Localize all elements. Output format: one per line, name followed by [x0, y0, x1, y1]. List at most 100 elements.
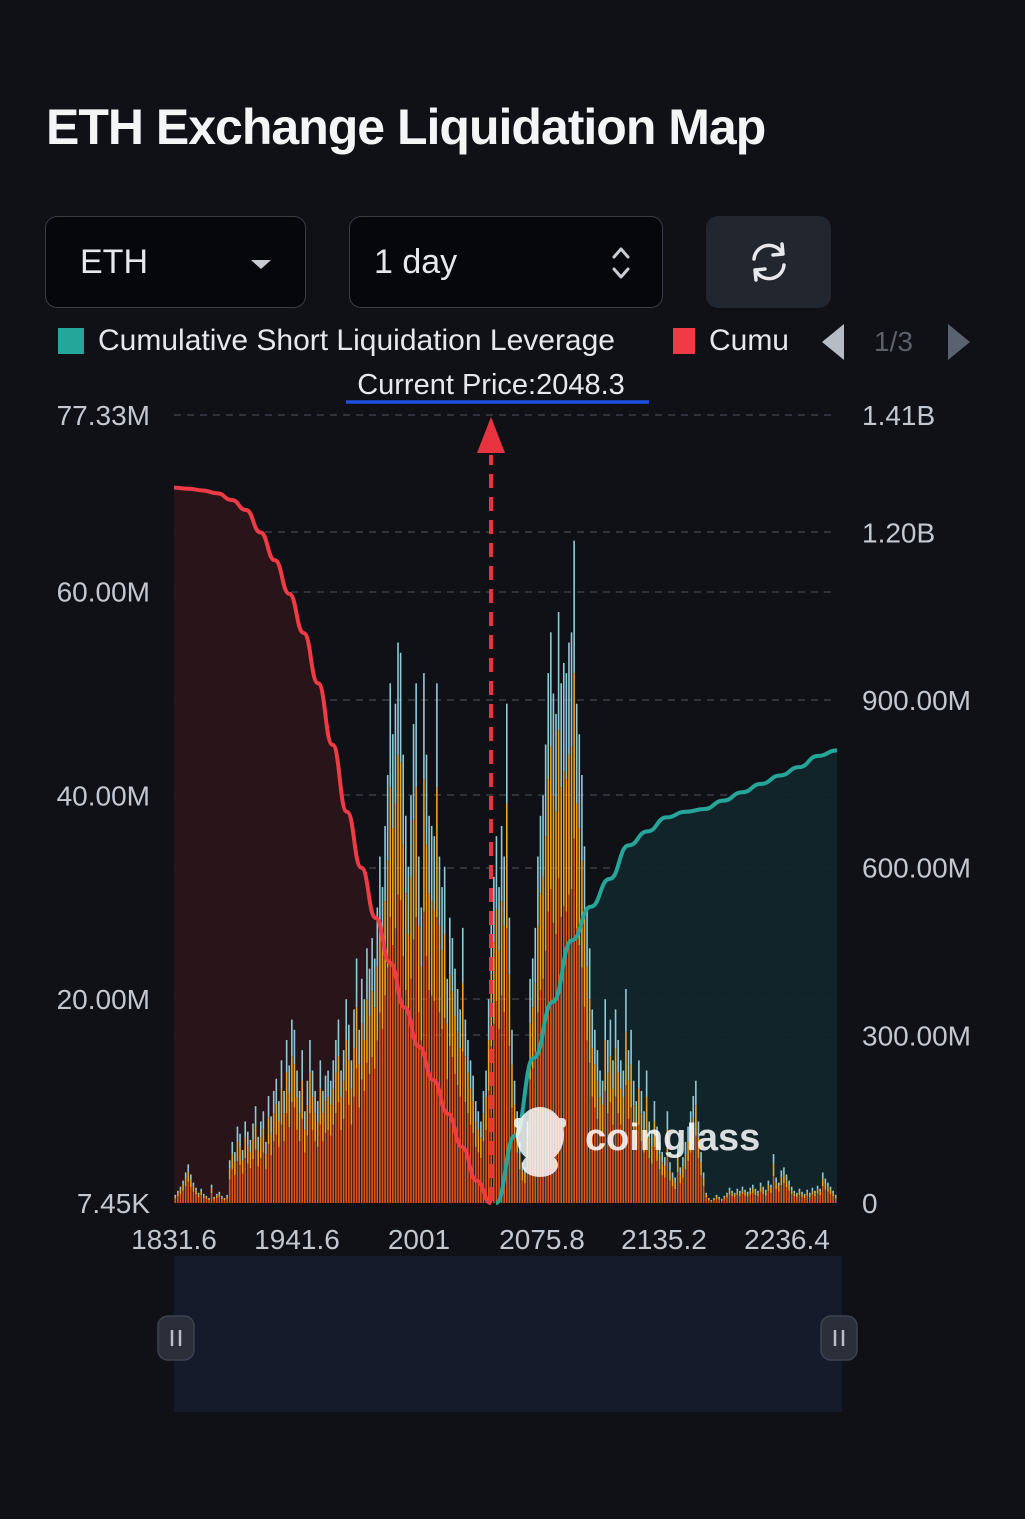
bar-segment-low	[656, 1160, 658, 1203]
bar-segment-mid	[744, 1192, 746, 1196]
bar-segment-low	[319, 1124, 322, 1203]
bar-segment-top	[316, 1101, 319, 1122]
bar-segment-mid	[205, 1197, 208, 1200]
bar-segment-mid	[221, 1197, 223, 1200]
bar-segment-mid	[182, 1185, 184, 1191]
bar-segment-mid	[485, 1097, 487, 1131]
bar-segment-low	[202, 1197, 205, 1203]
bar-segment-top	[617, 1039, 619, 1073]
bar-segment-mid	[827, 1186, 829, 1192]
bar-segment-low	[785, 1187, 788, 1203]
bar-segment-mid	[399, 762, 402, 901]
bar-segment-mid	[671, 1178, 674, 1187]
bar-segment-top	[425, 754, 428, 845]
range-handle-right[interactable]	[820, 1315, 858, 1361]
bar-segment-mid	[759, 1186, 762, 1192]
refresh-button[interactable]	[706, 216, 831, 308]
bar-segment-low	[208, 1200, 210, 1203]
bar-segment-low	[788, 1190, 790, 1203]
legend-item-long[interactable]: Cumu	[673, 324, 789, 358]
bar-segment-top	[247, 1131, 249, 1146]
bar-segment-mid	[834, 1196, 837, 1199]
bar-segment-low	[345, 1090, 348, 1203]
bar-segment-low	[762, 1194, 764, 1203]
bar-segment-top	[493, 876, 495, 943]
bar-segment-mid	[803, 1195, 806, 1198]
bar-segment-top	[834, 1194, 837, 1197]
bar-segment-top	[363, 999, 366, 1040]
bar-segment-low	[715, 1198, 718, 1203]
bar-segment-top	[402, 754, 405, 845]
bar-segment-mid	[503, 925, 506, 1013]
bar-segment-low	[550, 889, 552, 1203]
bar-segment-low	[397, 894, 399, 1203]
bar-segment-low	[720, 1200, 723, 1203]
bar-segment-mid	[451, 991, 454, 1058]
bar-segment-top	[775, 1177, 777, 1183]
bar-segment-low	[371, 1057, 373, 1203]
bar-segment-low	[568, 894, 570, 1203]
bar-segment-low	[752, 1192, 754, 1203]
bar-segment-top	[586, 907, 588, 967]
bar-segment-low	[259, 1158, 262, 1203]
bar-segment-low	[265, 1169, 267, 1203]
bar-segment-top	[578, 734, 581, 829]
range-handle-left[interactable]	[157, 1315, 195, 1361]
range-zoom-track[interactable]	[174, 1256, 842, 1412]
bar-segment-top	[309, 1039, 311, 1073]
bar-segment-top	[733, 1192, 736, 1195]
bar-segment-top	[594, 1029, 596, 1065]
bar-segment-low	[363, 1090, 366, 1203]
bar-segment-low	[793, 1196, 796, 1203]
bar-segment-top	[622, 1070, 625, 1098]
bar-segment-mid	[596, 1080, 599, 1119]
bar-segment-mid	[379, 925, 381, 1013]
bar-segment-mid	[723, 1197, 726, 1200]
bar-segment-low	[777, 1191, 780, 1203]
bar-segment-mid	[495, 909, 498, 1002]
bar-segment-mid	[252, 1139, 254, 1160]
bar-segment-mid	[695, 1105, 697, 1136]
bar-segment-mid	[736, 1191, 739, 1196]
bar-segment-top	[469, 1060, 472, 1089]
bar-segment-mid	[562, 770, 565, 906]
bar-segment-top	[627, 1050, 630, 1081]
bar-segment-low	[200, 1195, 202, 1203]
bar-segment-top	[663, 1157, 666, 1167]
bar-segment-top	[386, 775, 389, 861]
bar-segment-low	[267, 1144, 270, 1203]
pager-next-icon[interactable]	[946, 322, 972, 362]
bar-segment-low	[428, 990, 430, 1203]
bar-segment-mid	[197, 1194, 200, 1198]
bar-segment-low	[834, 1198, 837, 1203]
bar-segment-low	[575, 928, 578, 1203]
bar-segment-mid	[348, 1060, 350, 1105]
coin-select[interactable]: ETH	[45, 216, 306, 308]
legend-item-short[interactable]: Cumulative Short Liquidation Leverage	[58, 324, 615, 358]
bar-segment-top	[293, 1029, 296, 1065]
bar-segment-top	[283, 1090, 285, 1114]
bar-segment-low	[557, 877, 560, 1203]
bar-segment-mid	[441, 950, 443, 1030]
bar-segment-top	[407, 866, 410, 934]
bar-segment-mid	[498, 950, 500, 1030]
bar-segment-top	[190, 1174, 192, 1181]
period-select[interactable]: 1 day	[349, 216, 663, 308]
bar-segment-top	[752, 1184, 754, 1189]
bar-segment-low	[503, 1012, 506, 1203]
bar-segment-mid	[404, 893, 407, 991]
bar-segment-low	[213, 1199, 215, 1203]
bar-segment-low	[780, 1185, 783, 1203]
bar-segment-low	[234, 1174, 236, 1203]
bar-segment-mid	[350, 1088, 353, 1125]
bar-segment-mid	[373, 1007, 376, 1069]
bar-segment-top	[785, 1174, 788, 1181]
bar-segment-mid	[469, 1088, 472, 1125]
bar-segment-mid	[342, 1080, 345, 1119]
pager-prev-icon[interactable]	[820, 322, 846, 362]
bar-segment-low	[412, 939, 415, 1203]
bar-segment-low	[379, 1012, 381, 1203]
bar-segment-top	[259, 1121, 262, 1138]
bar-segment-low	[459, 1096, 461, 1203]
bar-segment-low	[252, 1159, 254, 1203]
